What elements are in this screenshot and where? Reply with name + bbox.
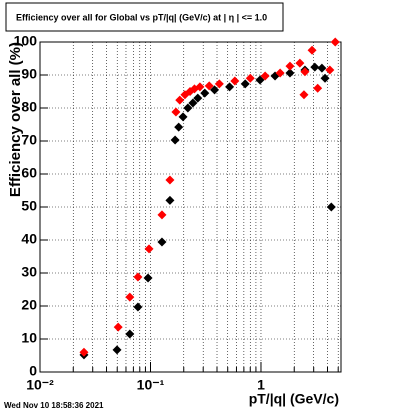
x-axis-label: pT/|q| (GeV/c)	[249, 391, 339, 407]
data-point	[175, 95, 185, 105]
data-point	[255, 75, 265, 85]
data-point	[275, 68, 285, 78]
y-tick-label: 50	[21, 198, 37, 214]
y-tick-label: 90	[21, 66, 37, 82]
data-point	[178, 112, 188, 122]
data-point	[317, 63, 327, 73]
data-point	[143, 273, 153, 283]
y-tick-label: 80	[21, 99, 37, 115]
data-point	[204, 81, 214, 91]
data-point	[193, 93, 203, 103]
data-point	[230, 76, 240, 86]
data-point	[195, 82, 205, 92]
data-point	[171, 107, 181, 117]
y-tick-label: 60	[21, 165, 37, 181]
data-point	[307, 45, 317, 55]
data-point	[79, 347, 89, 357]
x-tick-label: 10⁻²	[26, 377, 54, 393]
data-point	[285, 61, 295, 71]
data-point	[210, 85, 220, 95]
data-point	[157, 210, 167, 220]
data-point	[295, 58, 305, 68]
data-point	[300, 67, 310, 77]
data-point	[157, 237, 167, 247]
data-point	[133, 272, 143, 282]
data-point	[285, 68, 295, 78]
plot-frame	[39, 41, 342, 373]
data-point	[174, 122, 184, 132]
data-point	[326, 202, 336, 212]
data-point	[245, 73, 255, 83]
data-point	[125, 329, 135, 339]
data-point	[125, 292, 135, 302]
y-tick-label: 0	[29, 363, 37, 379]
data-point	[200, 88, 210, 98]
data-point	[165, 195, 175, 205]
y-axis-label: Efficiency over all (%)	[7, 42, 24, 197]
data-point	[310, 62, 320, 72]
data-point	[225, 82, 235, 92]
y-tick-label: 10	[21, 330, 37, 346]
data-point	[165, 175, 175, 185]
x-tick-label: 10⁻¹	[137, 377, 165, 393]
data-point	[183, 103, 193, 113]
data-point	[320, 73, 330, 83]
data-point	[240, 79, 250, 89]
y-tick-label: 100	[14, 33, 38, 49]
data-point	[313, 83, 323, 93]
data-point	[144, 244, 154, 254]
data-point	[112, 345, 122, 355]
x-tick-label: 1	[257, 377, 265, 393]
data-point	[260, 71, 270, 81]
title-box	[5, 2, 284, 32]
chart-title: Efficiency over all for Global vs pT/|q|…	[16, 12, 267, 22]
y-tick-label: 70	[21, 132, 37, 148]
data-point	[188, 98, 198, 108]
y-tick-label: 30	[21, 264, 37, 280]
data-point	[113, 322, 123, 332]
timestamp: Wed Nov 10 18:58:36 2021	[4, 401, 104, 410]
y-tick-label: 40	[21, 231, 37, 247]
data-point	[170, 135, 180, 145]
data-point	[299, 90, 309, 100]
data-point	[133, 302, 143, 312]
data-point	[330, 37, 340, 47]
data-point	[214, 79, 224, 89]
data-point	[325, 65, 335, 75]
y-tick-label: 20	[21, 297, 37, 313]
